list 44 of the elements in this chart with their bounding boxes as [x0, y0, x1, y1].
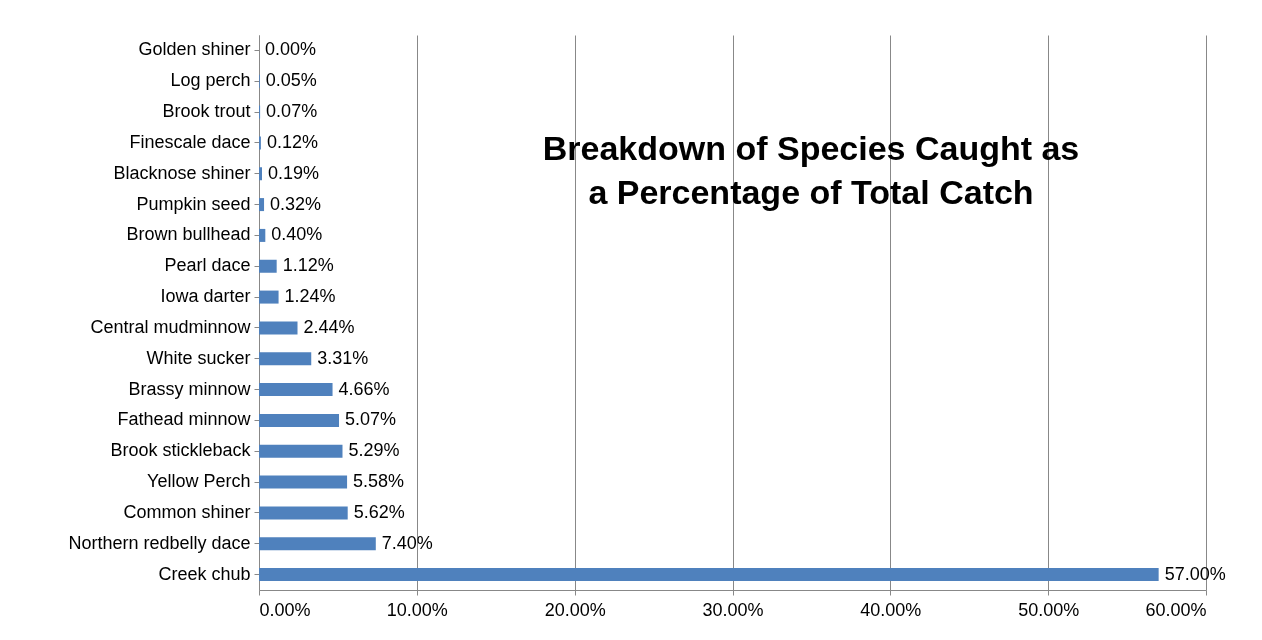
text: Breakdown of Species Caught as a Percentage of Total Catch — [542, 129, 1080, 211]
x-tick-label: 50.00% — [1018, 599, 1080, 620]
data-label: 4.66% — [338, 378, 390, 399]
x-tick-label: 60.00% — [1145, 599, 1207, 620]
data-label: 7.40% — [381, 532, 433, 553]
data-label: 5.07% — [345, 409, 397, 430]
y-tick-label: Brassy minnow — [128, 378, 252, 399]
y-tick-label: Yellow Perch — [147, 471, 251, 492]
y-tick-label: Blacknose shiner — [113, 162, 251, 183]
y-tick-label: Common shiner — [123, 501, 251, 522]
data-label: 0.40% — [271, 224, 323, 245]
y-tick-label: Pumpkin seed — [136, 193, 251, 214]
data-label: 0.05% — [265, 70, 317, 91]
data-label: 5.58% — [353, 471, 405, 492]
data-label: 1.12% — [282, 255, 334, 276]
y-tick-label: Pearl dace — [164, 255, 251, 276]
x-tick-label: 30.00% — [702, 599, 764, 620]
data-label: 0.12% — [266, 131, 318, 152]
data-label: 5.29% — [348, 440, 400, 461]
y-tick-label: Brown bullhead — [126, 224, 251, 245]
data-label: 0.00% — [265, 39, 317, 60]
data-label: 0.19% — [268, 162, 320, 183]
data-label: 0.07% — [266, 101, 318, 122]
data-label: 5.62% — [353, 501, 405, 522]
x-tick-label: 20.00% — [544, 599, 606, 620]
y-tick-label: Brook trout — [162, 101, 251, 122]
y-tick-label: Northern redbelly dace — [68, 532, 251, 553]
data-label: 1.24% — [284, 286, 336, 307]
data-label: 57.00% — [1164, 563, 1226, 584]
y-tick-label: Fathead minnow — [117, 409, 252, 430]
y-tick-label: Central mudminnow — [90, 316, 252, 337]
y-tick-label: White sucker — [146, 347, 251, 368]
x-tick-label: 40.00% — [860, 599, 922, 620]
y-tick-label: Iowa darter — [160, 286, 251, 307]
y-tick-label: Golden shiner — [138, 39, 251, 60]
y-tick-label: Log perch — [170, 70, 251, 91]
x-tick-label: 0.00% — [259, 599, 311, 620]
data-label: 0.32% — [270, 193, 322, 214]
data-label: 3.31% — [317, 347, 369, 368]
data-label: 2.44% — [303, 316, 355, 337]
y-tick-label: Creek chub — [158, 563, 251, 584]
x-tick-label: 10.00% — [386, 599, 448, 620]
y-tick-label: Brook stickleback — [110, 440, 252, 461]
y-tick-label: Finescale dace — [129, 131, 251, 152]
